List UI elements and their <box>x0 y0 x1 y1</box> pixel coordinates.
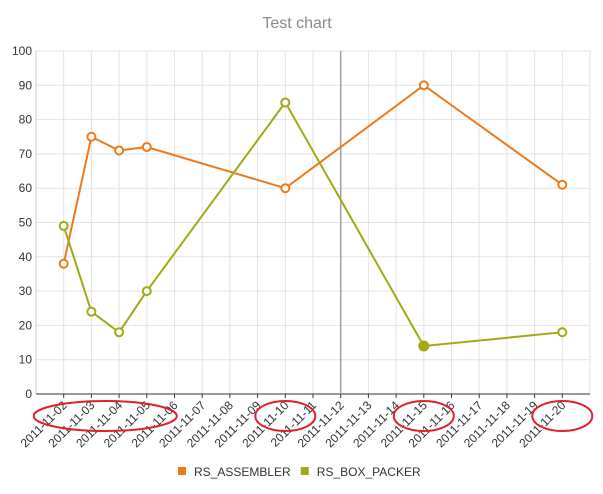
y-tick-label: 100 <box>12 44 32 58</box>
data-point[interactable] <box>557 179 568 190</box>
y-tick-label: 50 <box>19 216 33 230</box>
data-points[interactable] <box>58 80 568 352</box>
data-point[interactable] <box>114 145 125 156</box>
data-point[interactable] <box>418 340 430 352</box>
y-tick-label: 20 <box>19 318 33 332</box>
y-tick-label: 0 <box>25 387 32 401</box>
data-point[interactable] <box>280 97 291 108</box>
y-tick-label: 10 <box>19 353 33 367</box>
grid <box>35 50 591 395</box>
legend-label[interactable]: RS_ASSEMBLER <box>194 465 291 479</box>
y-tick-label: 60 <box>19 181 33 195</box>
y-tick-label: 30 <box>19 284 33 298</box>
data-point[interactable] <box>86 131 97 142</box>
data-point[interactable] <box>418 80 429 91</box>
annotation-ellipse <box>32 400 178 432</box>
data-point[interactable] <box>141 286 152 297</box>
legend-swatch[interactable] <box>300 467 309 475</box>
annotation-ellipse <box>392 400 455 432</box>
data-point[interactable] <box>86 306 97 317</box>
data-point[interactable] <box>58 258 69 269</box>
legend[interactable]: RS_ASSEMBLER RS_BOX_PACKER <box>178 465 421 479</box>
data-point[interactable] <box>114 327 125 338</box>
y-tick-label: 70 <box>19 147 33 161</box>
data-point[interactable] <box>280 183 291 194</box>
data-point[interactable] <box>557 327 568 338</box>
data-point[interactable] <box>58 220 69 231</box>
annotation-circles <box>32 400 594 432</box>
data-point[interactable] <box>141 142 152 153</box>
legend-label[interactable]: RS_BOX_PACKER <box>317 465 421 479</box>
y-tick-label: 90 <box>19 78 33 92</box>
legend-swatch[interactable] <box>178 467 186 475</box>
chart-title: Test chart <box>262 15 332 32</box>
annotation-ellipse <box>531 400 594 432</box>
annotation-ellipse <box>254 400 317 432</box>
y-tick-label: 40 <box>19 250 33 264</box>
y-tick-label: 80 <box>19 113 33 127</box>
axes: 01020304050607080901002011-11-022011-11-… <box>12 44 590 450</box>
